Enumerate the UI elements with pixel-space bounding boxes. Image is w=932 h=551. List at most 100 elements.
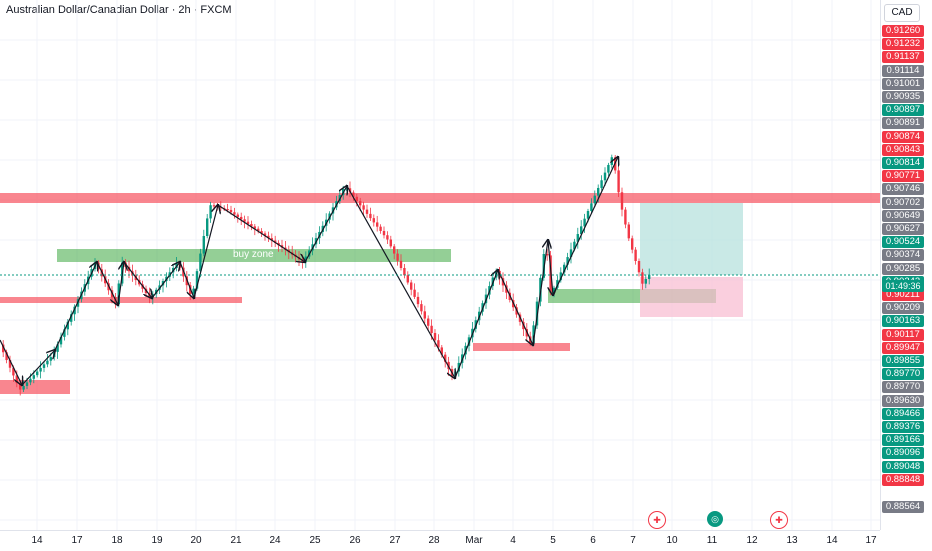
candle-body: [641, 272, 644, 284]
price-label: 0.90117: [882, 328, 924, 341]
price-label: 0.89855: [882, 355, 924, 367]
candle-body: [403, 268, 406, 276]
candle-body: [46, 360, 49, 365]
price-label: 0.91114: [882, 64, 924, 77]
candle-body: [22, 385, 25, 390]
candle-body: [627, 224, 630, 239]
candle-body: [59, 336, 63, 345]
candle-body: [620, 192, 624, 210]
candle-body: [212, 205, 216, 207]
canada-flag-icon[interactable]: ✚: [648, 511, 666, 529]
candle-body: [423, 311, 426, 319]
currency-button[interactable]: CAD: [884, 4, 920, 22]
price-label: 0.90891: [882, 117, 924, 130]
candle-body: [634, 249, 637, 261]
candle-body: [563, 264, 566, 273]
resistance-zone: [0, 380, 70, 394]
candle-body: [5, 352, 8, 360]
zones: [0, 193, 880, 394]
candle-body: [63, 329, 66, 337]
candle-body: [66, 321, 69, 330]
time-axis[interactable]: [0, 530, 880, 551]
price-label: 0.90771: [882, 170, 924, 183]
price-label: 0.90163: [882, 315, 924, 328]
candle-body: [257, 228, 260, 232]
candle-body: [372, 218, 375, 223]
candle-body: [263, 233, 267, 236]
candle-body: [355, 196, 358, 202]
candle-body: [624, 209, 627, 225]
chart-title: Australian Dollar/Canadian Dollar · 2h ·…: [6, 4, 232, 16]
price-label: 0.91137: [882, 51, 924, 64]
time-label: Mar: [465, 535, 483, 546]
candle-body: [586, 211, 590, 219]
candle-body: [437, 340, 440, 348]
candle-body: [556, 280, 559, 288]
price-label: 0.90935: [882, 91, 924, 103]
chart-canvas[interactable]: [0, 0, 880, 530]
candle-body: [416, 296, 420, 305]
price-label: 0.89376: [882, 421, 924, 433]
resistance-zone: [0, 297, 242, 303]
candle-body: [382, 230, 386, 236]
candle-body: [410, 282, 413, 290]
candle-body: [192, 288, 195, 294]
candle-body: [597, 187, 600, 196]
candle-body: [233, 212, 236, 215]
candle-body: [610, 157, 613, 165]
candle-body: [73, 306, 76, 315]
price-label: 0.90524: [882, 236, 924, 249]
candle-body: [25, 382, 29, 386]
candle-body: [631, 238, 634, 250]
candle-body: [202, 236, 205, 254]
candle-body: [240, 216, 243, 220]
candle-body: [199, 253, 202, 272]
candle-body: [195, 271, 199, 289]
candle-body: [209, 205, 212, 219]
time-label: 26: [349, 535, 361, 546]
price-label: 0.89770: [882, 381, 924, 394]
candle-body: [2, 344, 5, 353]
candle-body: [379, 226, 382, 231]
candle-body: [36, 371, 39, 376]
australia-flag-icon[interactable]: ◎: [707, 511, 723, 527]
candle-body: [42, 364, 46, 368]
wave-paths: [0, 157, 618, 385]
price-label: 0.90374: [882, 249, 924, 262]
candle-body: [267, 235, 270, 239]
time-label: 27: [389, 535, 401, 546]
candle-body: [607, 164, 610, 173]
price-label: 0.90211: [882, 289, 924, 301]
candle-body: [576, 234, 579, 242]
candle-body: [53, 351, 56, 358]
price-label: 0.91001: [882, 77, 924, 90]
price-label: 0.90746: [882, 183, 924, 196]
price-label: 0.88848: [882, 473, 924, 486]
candle-body: [206, 218, 209, 236]
candle-body: [573, 241, 576, 250]
candle-body: [362, 205, 365, 210]
time-label: 20: [190, 535, 202, 546]
candle-body: [32, 375, 35, 379]
candle-body: [246, 221, 250, 225]
candle-body: [569, 249, 573, 258]
candle-body: [352, 192, 355, 197]
wave-arrow: [123, 261, 152, 298]
time-label: 12: [746, 535, 758, 546]
canada-flag-icon[interactable]: ✚: [770, 511, 788, 529]
buy-zone: [57, 249, 451, 262]
candle-body: [117, 283, 120, 305]
price-label: 0.89048: [882, 460, 924, 473]
wave-arrow: [497, 269, 533, 345]
price-label: 0.89770: [882, 368, 924, 381]
resistance-zone: [473, 343, 570, 351]
wave-arrow: [217, 204, 305, 262]
time-label: 14: [826, 535, 838, 546]
time-label: 18: [111, 535, 123, 546]
candle-body: [406, 275, 409, 283]
candle-body: [386, 235, 389, 240]
price-label: 0.89630: [882, 394, 924, 407]
time-label: 4: [510, 535, 516, 546]
wave-arrow: [0, 339, 22, 385]
candle-body: [546, 254, 549, 256]
